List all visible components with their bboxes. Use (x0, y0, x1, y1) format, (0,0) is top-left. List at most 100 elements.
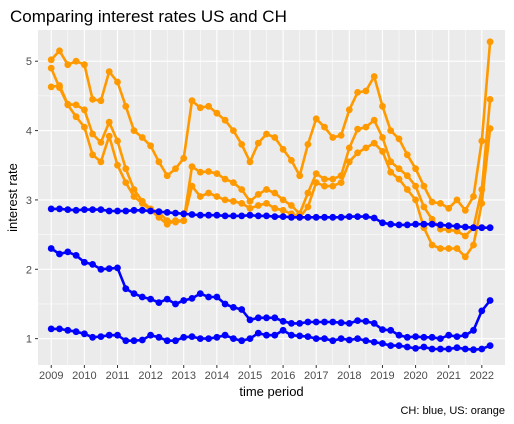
data-point (370, 214, 378, 222)
data-point (279, 145, 287, 153)
data-point (163, 172, 171, 180)
data-point (105, 118, 113, 126)
x-tick-label: 2017 (304, 370, 328, 382)
series-us (47, 38, 494, 214)
data-point (254, 202, 262, 209)
data-point (213, 293, 221, 301)
data-point (196, 104, 204, 112)
data-point (279, 326, 287, 334)
data-point (437, 200, 444, 207)
data-point (72, 252, 80, 259)
data-point (354, 213, 361, 221)
data-point (221, 331, 229, 339)
data-point (362, 87, 370, 95)
data-point (296, 213, 304, 221)
data-point (437, 335, 444, 342)
data-point (486, 38, 494, 46)
data-point (172, 337, 179, 345)
data-point (329, 213, 337, 221)
data-point (403, 343, 411, 351)
data-point (205, 335, 213, 342)
data-point (230, 304, 237, 311)
data-point (122, 285, 130, 293)
data-point (395, 175, 403, 183)
data-point (420, 333, 428, 341)
data-point (428, 345, 436, 353)
data-point (395, 342, 403, 349)
x-tick-label: 2011 (106, 370, 130, 382)
data-point (379, 102, 386, 110)
data-point (97, 265, 105, 273)
data-point (428, 241, 436, 249)
data-point (345, 336, 353, 344)
data-point (304, 213, 312, 221)
data-point (312, 335, 320, 342)
data-point (246, 335, 254, 342)
data-point (470, 241, 477, 249)
data-point (271, 189, 279, 197)
data-point (81, 106, 88, 114)
data-point (354, 317, 361, 324)
data-point (345, 158, 353, 166)
data-point (105, 207, 113, 215)
data-point (130, 193, 138, 200)
x-tick-label: 2022 (470, 370, 494, 382)
data-point (163, 337, 171, 345)
data-point (296, 320, 304, 327)
data-point (420, 343, 428, 351)
data-point (147, 331, 155, 339)
data-point (470, 326, 477, 334)
axes: 2009 2010 2011 2012 2013 2014 2015 2016 2017 2018… (26, 56, 494, 382)
data-point (47, 325, 55, 333)
data-point (461, 232, 469, 240)
data-point (387, 127, 395, 134)
data-point (437, 345, 444, 353)
data-point (47, 205, 55, 213)
data-point (279, 206, 287, 214)
data-point (155, 208, 163, 216)
data-point (89, 261, 96, 268)
data-point (155, 299, 163, 306)
data-point (72, 113, 80, 121)
data-point (403, 151, 411, 159)
data-point (221, 116, 229, 124)
data-point (180, 154, 188, 162)
data-point (370, 73, 378, 80)
y-tick-label: 3 (26, 195, 32, 207)
data-point (180, 210, 188, 218)
data-point (403, 186, 411, 193)
data-point (205, 168, 213, 175)
data-point (288, 157, 295, 164)
data-point (445, 222, 453, 230)
data-point (81, 206, 88, 214)
data-point (420, 182, 428, 190)
data-point (470, 346, 477, 354)
data-point (89, 96, 96, 103)
data-point (97, 139, 105, 146)
series-layer (47, 38, 494, 354)
data-point (263, 331, 270, 339)
data-point (105, 132, 113, 140)
data-point (486, 342, 494, 349)
data-point (81, 123, 88, 131)
data-point (196, 290, 204, 297)
data-point (379, 134, 386, 141)
data-point (379, 326, 386, 333)
data-point (370, 116, 378, 124)
x-tick-label: 2009 (39, 370, 63, 382)
data-point (56, 47, 63, 55)
data-point (478, 137, 486, 145)
data-point (122, 179, 130, 187)
series-ch (47, 325, 494, 354)
data-point (64, 101, 72, 109)
data-point (445, 331, 453, 339)
data-point (163, 220, 171, 228)
data-point (395, 331, 403, 339)
data-point (428, 198, 436, 206)
data-point (312, 115, 320, 123)
data-point (196, 168, 204, 176)
data-point (114, 161, 121, 169)
x-tick-label: 2013 (171, 370, 195, 382)
data-point (337, 179, 345, 187)
